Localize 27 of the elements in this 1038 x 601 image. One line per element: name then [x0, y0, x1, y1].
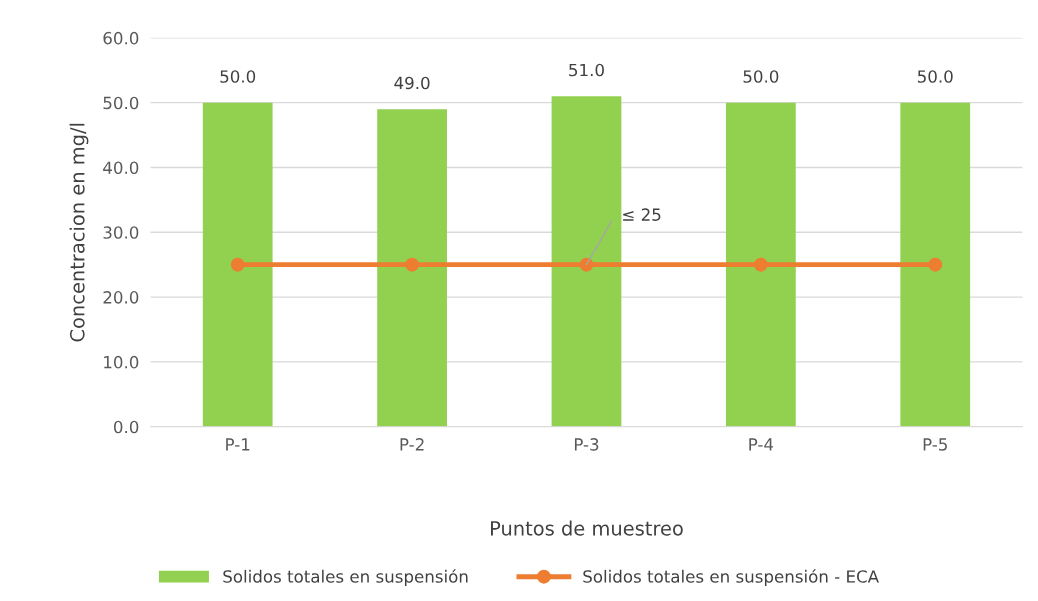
x-axis-title: Puntos de muestreo — [491, 520, 683, 536]
x-tick-label: P-4 — [749, 438, 774, 451]
bar — [551, 96, 622, 427]
y-axis-title: Concentracion en mg/l — [69, 123, 89, 342]
y-tick-label: 30.0 — [103, 226, 139, 239]
bar — [725, 102, 796, 427]
legend-label: Solidos totales en suspensión - ECA — [583, 569, 879, 586]
data-label: 50.0 — [220, 70, 256, 83]
x-tick-label: P-3 — [574, 438, 599, 451]
y-tick-label: 40.0 — [103, 161, 139, 175]
y-tick-label: 10.0 — [104, 355, 139, 369]
data-label: 50.0 — [743, 70, 779, 83]
data-label: 51.0 — [569, 63, 604, 77]
data-label: 50.0 — [917, 70, 953, 83]
legend-label: Solidos totales en suspensión — [223, 569, 468, 586]
annotation: ≤ 25 — [623, 208, 661, 221]
bar — [202, 102, 273, 427]
y-tick-label: 60.0 — [103, 31, 139, 45]
y-tick-label: 0.0 — [113, 420, 139, 434]
y-tick-label: 20.0 — [103, 291, 139, 304]
bar — [377, 109, 447, 427]
bar — [900, 102, 971, 427]
data-label: 49.0 — [394, 76, 430, 90]
x-tick-label: P-5 — [923, 438, 947, 451]
x-tick-label: P-2 — [400, 438, 424, 451]
x-tick-label: P-1 — [226, 438, 250, 451]
y-tick-label: 50.0 — [103, 96, 139, 110]
